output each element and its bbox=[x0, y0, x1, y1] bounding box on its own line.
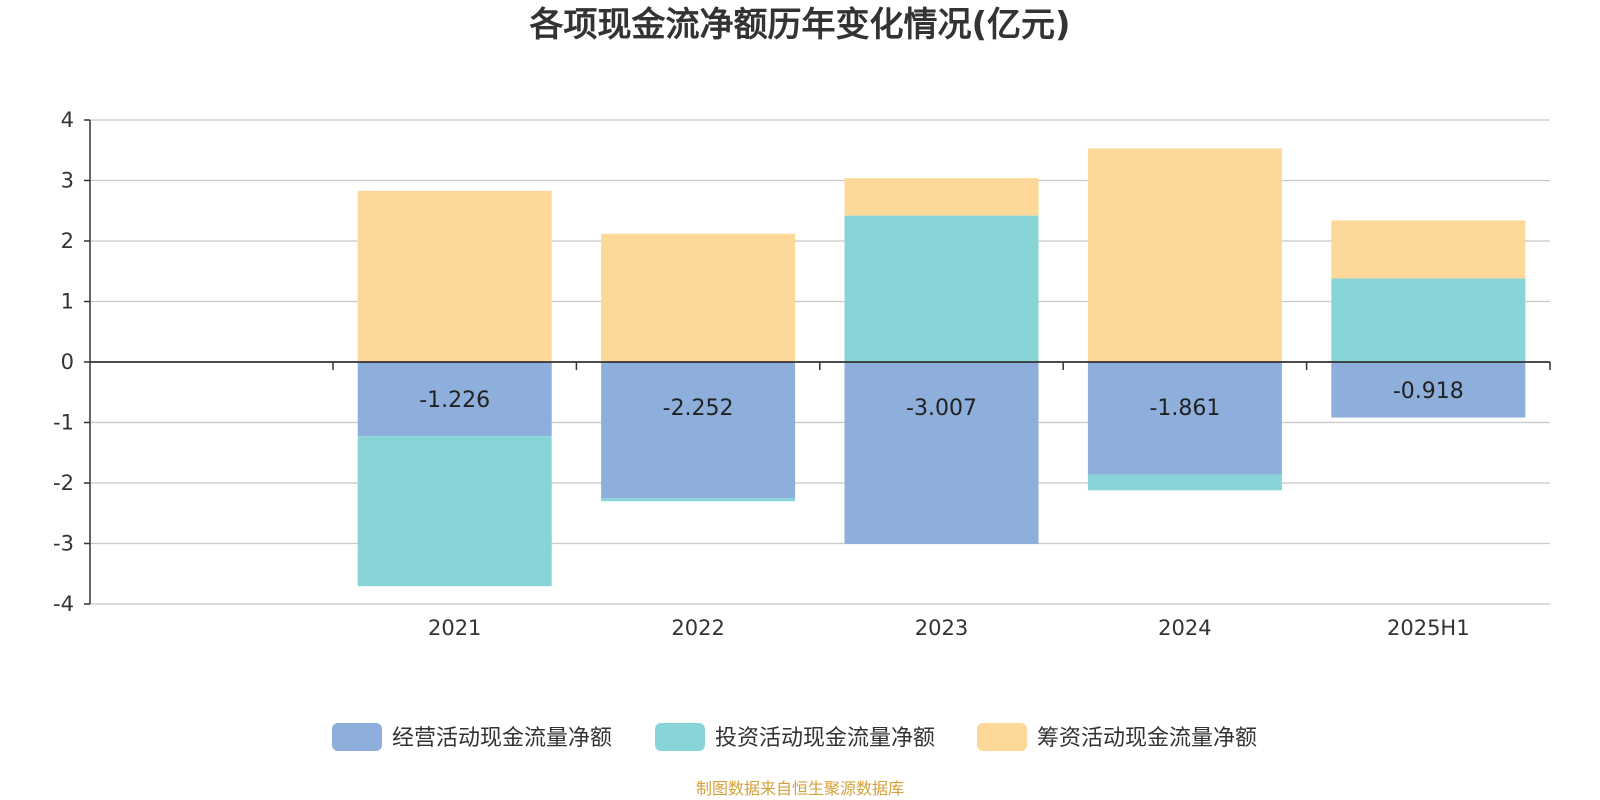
y-tick-label: -4 bbox=[53, 592, 74, 616]
bar-segment bbox=[1087, 362, 1282, 475]
bar-segment bbox=[1331, 278, 1526, 362]
x-tick-label: 2021 bbox=[428, 616, 481, 640]
y-tick-label: -3 bbox=[53, 532, 74, 556]
bar-segment bbox=[1331, 220, 1526, 279]
bar-segment bbox=[1087, 148, 1282, 362]
legend-label: 经营活动现金流量净额 bbox=[392, 726, 612, 751]
data-labels: -1.226 -2.252 -3.007 -1.861 -0.918 bbox=[419, 379, 1464, 421]
x-tick-label: 2023 bbox=[915, 616, 968, 640]
source-note: 制图数据来自恒生聚源数据库 bbox=[696, 779, 904, 798]
data-label: -1.861 bbox=[1149, 396, 1220, 421]
y-tick-label: 0 bbox=[61, 350, 74, 374]
bar-segment bbox=[1331, 362, 1526, 418]
legend-swatch bbox=[332, 723, 382, 751]
bar-segment bbox=[844, 215, 1039, 362]
y-tick-label: 2 bbox=[61, 229, 74, 253]
bar-segment bbox=[601, 362, 796, 499]
y-tick-label: -1 bbox=[53, 411, 74, 435]
x-tick-label: 2024 bbox=[1158, 616, 1211, 640]
legend-label: 筹资活动现金流量净额 bbox=[1037, 726, 1257, 751]
chart-title: 各项现金流净额历年变化情况(亿元) bbox=[529, 5, 1070, 45]
y-tick-label: -2 bbox=[53, 471, 74, 495]
bar-segment bbox=[844, 362, 1039, 544]
data-label: -3.007 bbox=[906, 396, 977, 421]
y-tick-label: 3 bbox=[61, 169, 74, 193]
y-tick-label: 1 bbox=[61, 290, 74, 314]
bar-segment bbox=[357, 436, 552, 587]
legend-swatch bbox=[655, 723, 705, 751]
bar-segment bbox=[844, 178, 1039, 216]
bars bbox=[357, 148, 1526, 587]
y-tick-label: 4 bbox=[61, 108, 74, 132]
bar-segment bbox=[601, 498, 796, 502]
axes: 4 3 2 1 0 -1 -2 -3 -4 2021 2022 2023 2024 2025H1 bbox=[53, 108, 1551, 640]
legend: 经营活动现金流量净额 投资活动现金流量净额 筹资活动现金流量净额 bbox=[332, 723, 1257, 751]
data-label: -0.918 bbox=[1393, 379, 1464, 404]
legend-label: 投资活动现金流量净额 bbox=[715, 726, 935, 751]
bar-segment bbox=[601, 233, 796, 362]
bar-segment bbox=[357, 362, 552, 437]
data-label: -1.226 bbox=[419, 388, 490, 413]
legend-swatch bbox=[977, 723, 1027, 751]
x-tick-label: 2022 bbox=[671, 616, 724, 640]
data-label: -2.252 bbox=[663, 396, 734, 421]
x-tick-label: 2025H1 bbox=[1387, 616, 1470, 640]
bar-segment bbox=[357, 190, 552, 362]
grid-lines bbox=[90, 119, 1550, 605]
bar-segment bbox=[1087, 474, 1282, 491]
